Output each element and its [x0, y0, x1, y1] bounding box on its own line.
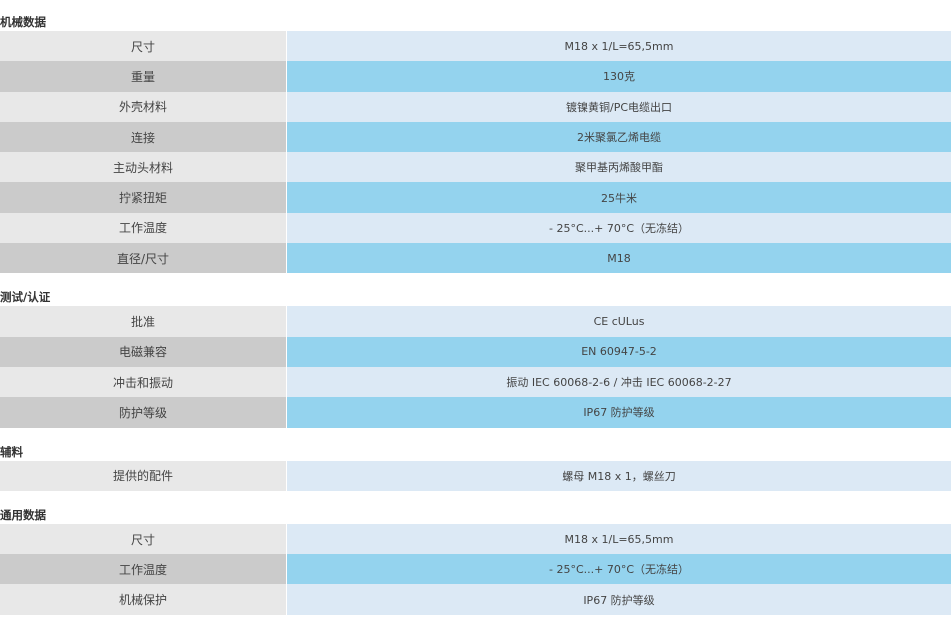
spec-row: 防护等级 IP67 防护等级 [0, 397, 951, 428]
spec-section: 辅料 提供的配件 螺母 M18 x 1，螺丝刀 [0, 443, 951, 491]
spec-label: 工作温度 [0, 212, 287, 244]
section-title: 通用数据 [0, 507, 46, 522]
spec-value: IP67 防护等级 [287, 397, 951, 428]
spec-value: M18 [287, 243, 951, 274]
spec-value: 130克 [287, 61, 951, 92]
spec-value: M18 x 1/L=65,5mm [287, 523, 951, 555]
spec-value: 25牛米 [287, 182, 951, 213]
spec-value: IP67 防护等级 [287, 584, 951, 615]
spec-label: 电磁兼容 [0, 336, 287, 367]
spec-row: 机械保护 IP67 防护等级 [0, 584, 951, 615]
spec-value: CE cULus [287, 306, 951, 337]
spec-value: 镀镍黄铜/PC电缆出口 [287, 91, 951, 122]
spec-value: 螺母 M18 x 1，螺丝刀 [287, 460, 951, 491]
spec-row: 主动头材料 聚甲基丙烯酸甲酯 [0, 152, 951, 183]
section-title: 辅料 [0, 444, 23, 459]
spec-row: 拧紧扭矩 25牛米 [0, 182, 951, 213]
spec-value: M18 x 1/L=65,5mm [287, 31, 951, 62]
spec-label: 尺寸 [0, 523, 287, 555]
spec-row: 电磁兼容 EN 60947-5-2 [0, 336, 951, 367]
spec-row: 外壳材料 镀镍黄铜/PC电缆出口 [0, 91, 951, 122]
spec-value: - 25°C...+ 70°C（无冻结） [287, 212, 951, 244]
spec-label: 连接 [0, 121, 287, 153]
spec-row: 批准 CE cULus [0, 306, 951, 337]
spec-label: 批准 [0, 306, 287, 337]
spec-value: EN 60947-5-2 [287, 336, 951, 367]
spec-value: 聚甲基丙烯酸甲酯 [287, 152, 951, 183]
spec-row: 直径/尺寸 M18 [0, 243, 951, 274]
spec-section: 通用数据 尺寸 M18 x 1/L=65,5mm 工作温度 - 25°C...+ 70°… [0, 506, 951, 615]
spec-row: 工作温度 - 25°C...+ 70°C（无冻结） [0, 554, 951, 585]
spec-row: 尺寸 M18 x 1/L=65,5mm [0, 31, 951, 62]
spec-sheet: 机械数据 尺寸 M18 x 1/L=65,5mm 重量 130克 外壳材料 镀镍黄铜/PC电… [0, 13, 951, 615]
spec-label: 提供的配件 [0, 460, 287, 491]
section-title: 机械数据 [0, 15, 46, 29]
spec-row: 工作温度 - 25°C...+ 70°C（无冻结） [0, 212, 951, 244]
spec-row: 提供的配件 螺母 M18 x 1，螺丝刀 [0, 460, 951, 491]
spec-value: 2米聚氯乙烯电缆 [287, 121, 951, 153]
spec-label: 冲击和振动 [0, 366, 287, 398]
spec-label: 拧紧扭矩 [0, 182, 287, 213]
spec-value: - 25°C...+ 70°C（无冻结） [287, 554, 951, 585]
spec-label: 主动头材料 [0, 152, 287, 183]
section-title: 测试/认证 [0, 290, 51, 305]
spec-label: 尺寸 [0, 31, 287, 62]
spec-row: 重量 130克 [0, 61, 951, 92]
spec-label: 防护等级 [0, 397, 287, 428]
spec-row: 冲击和振动 振动 IEC 60068-2-6 / 冲击 IEC 60068-2-2… [0, 366, 951, 398]
spec-label: 直径/尺寸 [0, 243, 287, 274]
spec-label: 机械保护 [0, 584, 287, 615]
spec-row: 连接 2米聚氯乙烯电缆 [0, 121, 951, 153]
spec-section: 机械数据尺寸 M18 x 1/L=65,5mm 重量 130克 外壳材料 镀镍黄铜/PC电… [0, 13, 951, 274]
spec-value: 振动 IEC 60068-2-6 / 冲击 IEC 60068-2-27 [287, 366, 951, 398]
spec-label: 工作温度 [0, 554, 287, 585]
spec-section: 测试/认证 批准 CE cULus 电磁兼容 EN 60947-5-2 冲击和振动 振动 I… [0, 288, 951, 428]
spec-row: 尺寸 M18 x 1/L=65,5mm [0, 523, 951, 555]
spec-label: 外壳材料 [0, 91, 287, 122]
spec-label: 重量 [0, 61, 287, 92]
